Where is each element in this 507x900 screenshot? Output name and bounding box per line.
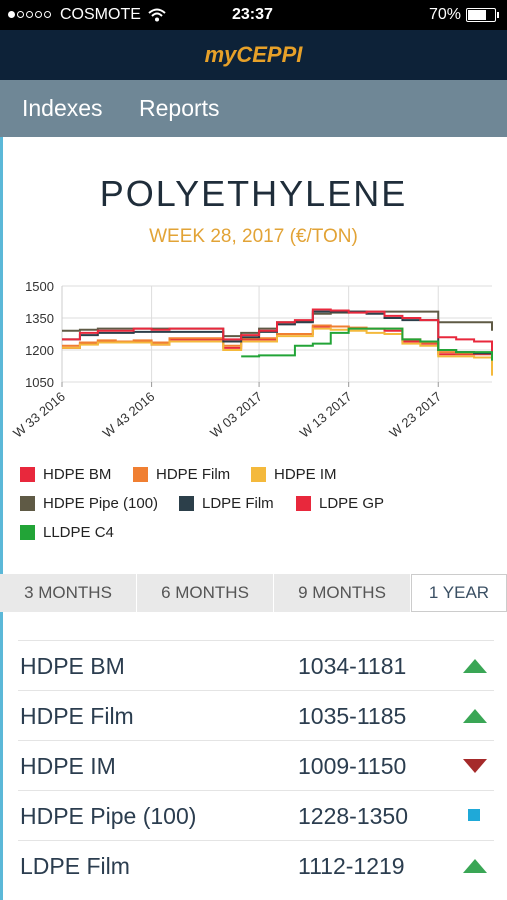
series-line-lldpe-c4 xyxy=(241,327,493,361)
tab-indexes[interactable]: Indexes xyxy=(22,95,103,121)
legend-swatch xyxy=(133,467,148,482)
legend-item-ldpe-gp[interactable]: LDPE GP xyxy=(296,495,384,512)
tab-reports[interactable]: Reports xyxy=(139,95,220,121)
trend-up-icon xyxy=(463,859,487,873)
period-selector: 3 MONTHS 6 MONTHS 9 MONTHS 1 YEAR xyxy=(0,574,507,612)
price-range: 1035-1185 xyxy=(298,703,407,729)
clock: 23:37 xyxy=(232,6,273,23)
signal-dot-icon xyxy=(17,11,24,18)
series-line-ldpe-gp xyxy=(62,308,493,359)
legend-label: LDPE GP xyxy=(319,495,385,512)
legend-label: HDPE Pipe (100) xyxy=(43,495,159,512)
page-subtitle: WEEK 28, 2017 (€/TON) xyxy=(149,226,358,247)
legend-item-hdpe-film[interactable]: HDPE Film xyxy=(133,466,230,483)
content-area xyxy=(0,137,507,900)
signal-icon xyxy=(8,11,51,18)
legend-swatch xyxy=(251,467,266,482)
price-range: 1009-1150 xyxy=(298,753,407,779)
table-row[interactable]: LDPE Film 1112-1219 xyxy=(18,840,494,890)
app-header: myCEPPI xyxy=(0,30,507,80)
series-line-hdpe-film xyxy=(62,324,493,370)
status-bar: COSMOTE 23:37 70% xyxy=(0,0,507,30)
legend-label: HDPE Film xyxy=(156,466,231,483)
battery-icon xyxy=(466,8,496,22)
y-tick-label: 1350 xyxy=(25,311,54,326)
x-tick-label: W 33 2016 xyxy=(10,389,68,441)
product-name: HDPE BM xyxy=(20,653,125,679)
signal-dot-icon xyxy=(44,11,51,18)
legend-label: HDPE BM xyxy=(43,466,112,483)
trend-flat-icon xyxy=(463,809,480,821)
legend-label: LDPE Film xyxy=(202,495,274,512)
x-tick-label: W 23 2017 xyxy=(386,389,444,441)
y-tick-label: 1200 xyxy=(25,343,54,358)
y-tick-label: 1500 xyxy=(25,279,54,294)
top-nav: Indexes Reports xyxy=(0,80,507,137)
legend-item-hdpe-im[interactable]: HDPE IM xyxy=(251,466,337,483)
price-table: HDPE BM 1034-1181 HDPE Film 1035-1185 HD… xyxy=(18,640,494,890)
trend-up-icon xyxy=(463,709,487,723)
carrier-name: COSMOTE xyxy=(60,6,141,23)
legend-swatch xyxy=(296,496,311,511)
price-range: 1034-1181 xyxy=(298,653,407,679)
legend-item-lldpe-c4[interactable]: LLDPE C4 xyxy=(20,524,114,541)
x-tick-label: W 43 2016 xyxy=(100,389,158,441)
polyethylene-chart: 1050 1200 1350 1500 W 33 2016 W 43 2016 W 03 2… xyxy=(10,279,493,441)
product-name: HDPE IM xyxy=(20,753,116,779)
wifi-icon xyxy=(148,8,166,22)
x-tick-label: W 13 2017 xyxy=(297,389,355,441)
product-name: LDPE Film xyxy=(20,853,130,879)
period-6-months[interactable]: 6 MONTHS xyxy=(137,574,274,612)
table-row[interactable]: HDPE Film 1035-1185 xyxy=(18,690,494,740)
y-tick-label: 1050 xyxy=(25,375,54,390)
page-title: POLYETHYLENE xyxy=(99,173,408,214)
product-name: HDPE Pipe (100) xyxy=(20,803,197,829)
price-range: 1228-1350 xyxy=(298,803,408,829)
battery-percent: 70% xyxy=(429,6,462,23)
table-row[interactable]: HDPE BM 1034-1181 xyxy=(18,640,494,690)
legend-swatch xyxy=(179,496,194,511)
price-range: 1112-1219 xyxy=(298,853,405,879)
x-tick-label: W 03 2017 xyxy=(207,389,265,441)
table-row[interactable]: HDPE Pipe (100) 1228-1350 xyxy=(18,790,494,840)
period-9-months[interactable]: 9 MONTHS xyxy=(274,574,411,612)
signal-dot-icon xyxy=(26,11,33,18)
legend-item-hdpe-pipe[interactable]: HDPE Pipe (100) xyxy=(20,495,158,512)
trend-down-icon xyxy=(463,759,487,773)
table-row[interactable]: HDPE IM 1009-1150 xyxy=(18,740,494,790)
product-name: HDPE Film xyxy=(20,703,134,729)
period-1-year[interactable]: 1 YEAR xyxy=(411,574,507,612)
legend-label: LLDPE C4 xyxy=(43,524,114,541)
series-line-hdpe-im xyxy=(62,327,493,376)
battery-fill xyxy=(468,10,487,20)
app-logo: myCEPPI xyxy=(204,42,303,67)
battery-tip xyxy=(497,12,499,18)
legend-swatch xyxy=(20,496,35,511)
legend-item-ldpe-film[interactable]: LDPE Film xyxy=(179,495,274,512)
period-3-months[interactable]: 3 MONTHS xyxy=(0,574,137,612)
legend-swatch xyxy=(20,467,35,482)
signal-dot-icon xyxy=(8,11,15,18)
legend-item-hdpe-bm[interactable]: HDPE BM xyxy=(20,466,111,483)
legend-swatch xyxy=(20,525,35,540)
legend-label: HDPE IM xyxy=(274,466,337,483)
signal-dot-icon xyxy=(35,11,42,18)
trend-up-icon xyxy=(463,659,487,673)
